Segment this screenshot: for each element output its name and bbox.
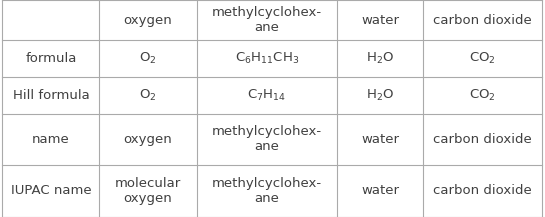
Text: carbon dioxide: carbon dioxide (433, 133, 532, 146)
Text: name: name (32, 133, 70, 146)
Text: C$_6$H$_{11}$CH$_3$: C$_6$H$_{11}$CH$_3$ (235, 51, 299, 66)
Text: carbon dioxide: carbon dioxide (433, 184, 532, 197)
Text: CO$_2$: CO$_2$ (469, 51, 496, 66)
Text: water: water (361, 14, 399, 26)
Text: carbon dioxide: carbon dioxide (433, 14, 532, 26)
Text: H$_2$O: H$_2$O (366, 88, 394, 103)
Text: CO$_2$: CO$_2$ (469, 88, 496, 103)
Text: molecular
oxygen: molecular oxygen (115, 177, 181, 205)
Text: O$_2$: O$_2$ (140, 51, 157, 66)
Text: O$_2$: O$_2$ (140, 88, 157, 103)
Text: oxygen: oxygen (124, 14, 172, 26)
Text: H$_2$O: H$_2$O (366, 51, 394, 66)
Text: IUPAC name: IUPAC name (10, 184, 91, 197)
Text: water: water (361, 184, 399, 197)
Text: C$_7$H$_{14}$: C$_7$H$_{14}$ (247, 88, 286, 103)
Text: Hill formula: Hill formula (13, 89, 89, 102)
Text: oxygen: oxygen (124, 133, 172, 146)
Text: methylcyclohex-
ane: methylcyclohex- ane (211, 177, 322, 205)
Text: methylcyclohex-
ane: methylcyclohex- ane (211, 125, 322, 153)
Text: methylcyclohex-
ane: methylcyclohex- ane (211, 6, 322, 34)
Text: water: water (361, 133, 399, 146)
Text: formula: formula (25, 52, 76, 65)
